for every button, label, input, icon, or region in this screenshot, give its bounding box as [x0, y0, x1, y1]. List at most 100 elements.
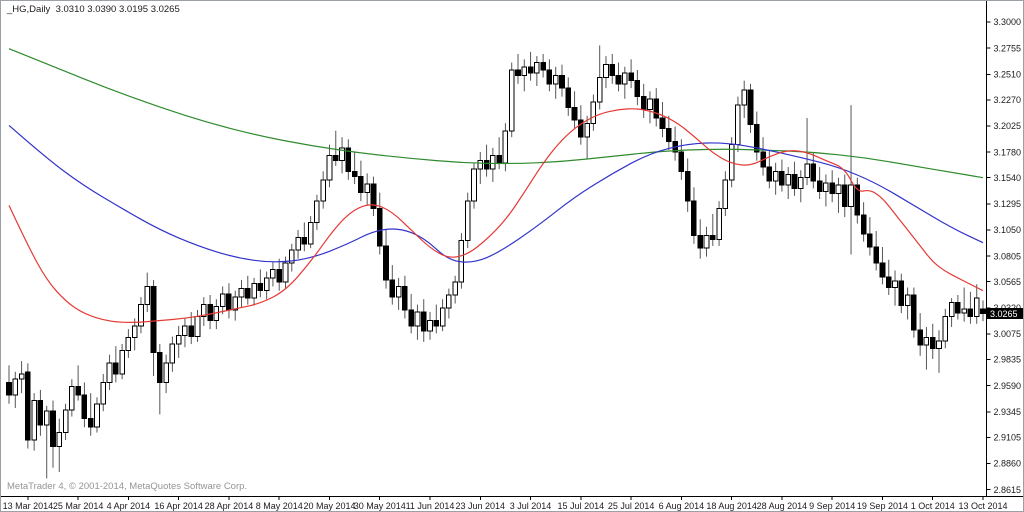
candle	[446, 294, 452, 309]
candle	[879, 262, 886, 278]
price-axis-label: 3.3000	[994, 17, 1022, 27]
candle	[709, 234, 716, 241]
candle	[37, 400, 44, 426]
candle	[967, 308, 974, 317]
price-axis-label: 2.9105	[994, 433, 1022, 443]
candle	[854, 184, 861, 216]
candle	[527, 66, 534, 74]
time-axis-label: 18 Aug 2014	[706, 501, 757, 511]
candle	[936, 340, 942, 349]
candle	[402, 285, 408, 311]
candle	[502, 130, 509, 164]
candle	[87, 418, 94, 428]
candle	[640, 96, 647, 110]
candle	[157, 352, 163, 383]
candle	[56, 432, 63, 447]
candle	[263, 277, 270, 292]
candle	[923, 337, 930, 346]
time-axis-label: 25 Jul 2014	[608, 501, 655, 511]
price-axis-label: 3.1780	[994, 147, 1022, 157]
open-value: 3.0310	[55, 4, 85, 15]
time-axis-label: 8 May 2014	[256, 501, 303, 511]
price-axis-label: 3.0805	[994, 251, 1022, 261]
candle	[552, 74, 559, 85]
price-axis-label: 2.9590	[994, 381, 1022, 391]
candle	[194, 315, 201, 338]
candle	[929, 337, 936, 349]
time-axis-label: 1 Oct 2014	[911, 501, 955, 511]
price-axis-label: 2.9835	[994, 355, 1022, 365]
candle	[364, 183, 370, 194]
time-axis-label: 25 Mar 2014	[53, 501, 104, 511]
candle	[62, 409, 69, 434]
candle	[427, 320, 433, 332]
time-axis-label: 19 Sep 2014	[857, 501, 908, 511]
candle	[94, 403, 100, 428]
candle	[980, 308, 986, 315]
candle	[823, 182, 829, 193]
time-axis-label: 23 Jun 2014	[456, 501, 506, 511]
candle	[515, 69, 521, 76]
candle	[892, 280, 898, 289]
candle	[603, 64, 609, 78]
price-axis-label: 3.1540	[994, 173, 1022, 183]
candle	[307, 221, 314, 245]
candle	[735, 104, 741, 146]
candle	[332, 154, 339, 162]
candle	[232, 296, 239, 311]
candle	[948, 301, 955, 317]
candle	[370, 183, 377, 210]
candle	[559, 74, 565, 89]
candle	[106, 362, 113, 383]
current-price-tag-value: 3.0265	[990, 309, 1018, 319]
candle	[766, 166, 773, 182]
time-axis-label: 6 Aug 2014	[659, 501, 705, 511]
time-axis-label: 13 Mar 2014	[3, 501, 54, 511]
candle	[490, 154, 496, 170]
time-axis-label: 28 Apr 2014	[205, 501, 254, 511]
candle	[201, 304, 207, 317]
candle	[904, 294, 911, 307]
candle	[50, 410, 56, 447]
candle	[251, 282, 257, 299]
candle	[383, 245, 389, 281]
candle	[188, 325, 195, 338]
candle	[358, 176, 364, 194]
candle	[961, 308, 967, 314]
candle	[653, 98, 660, 119]
candle	[684, 170, 691, 202]
candle	[578, 119, 584, 138]
candle	[207, 304, 213, 322]
candle	[829, 182, 835, 195]
candle	[81, 394, 88, 420]
candle	[257, 282, 264, 292]
moving-average-slow	[8, 48, 984, 179]
candle	[376, 208, 383, 247]
candle	[634, 80, 641, 98]
candle	[917, 329, 923, 346]
candle	[276, 268, 283, 283]
candle	[666, 128, 672, 142]
moving-average-mid	[8, 124, 984, 263]
candle	[835, 184, 842, 195]
time-axis-label: 16 Apr 2014	[154, 501, 203, 511]
candle	[703, 234, 710, 249]
candle	[345, 147, 352, 172]
candle	[175, 335, 182, 345]
candle	[389, 279, 396, 298]
candle	[584, 122, 590, 138]
price-axis-label: 3.2025	[994, 121, 1022, 131]
candle	[182, 325, 188, 337]
candle	[226, 293, 232, 311]
candle	[678, 151, 685, 172]
price-axis-label: 2.9345	[994, 407, 1022, 417]
candle	[860, 214, 867, 235]
candle	[471, 168, 477, 202]
candle	[942, 315, 949, 342]
time-axis-label: 9 Sep 2014	[809, 501, 855, 511]
time-axis-label: 11 Jun 2014	[406, 501, 455, 511]
symbol-ohlc-header: _HG,Daily 3.0310 3.0390 3.0195 3.0265	[7, 4, 180, 15]
candle	[609, 64, 616, 76]
candle	[496, 154, 502, 164]
